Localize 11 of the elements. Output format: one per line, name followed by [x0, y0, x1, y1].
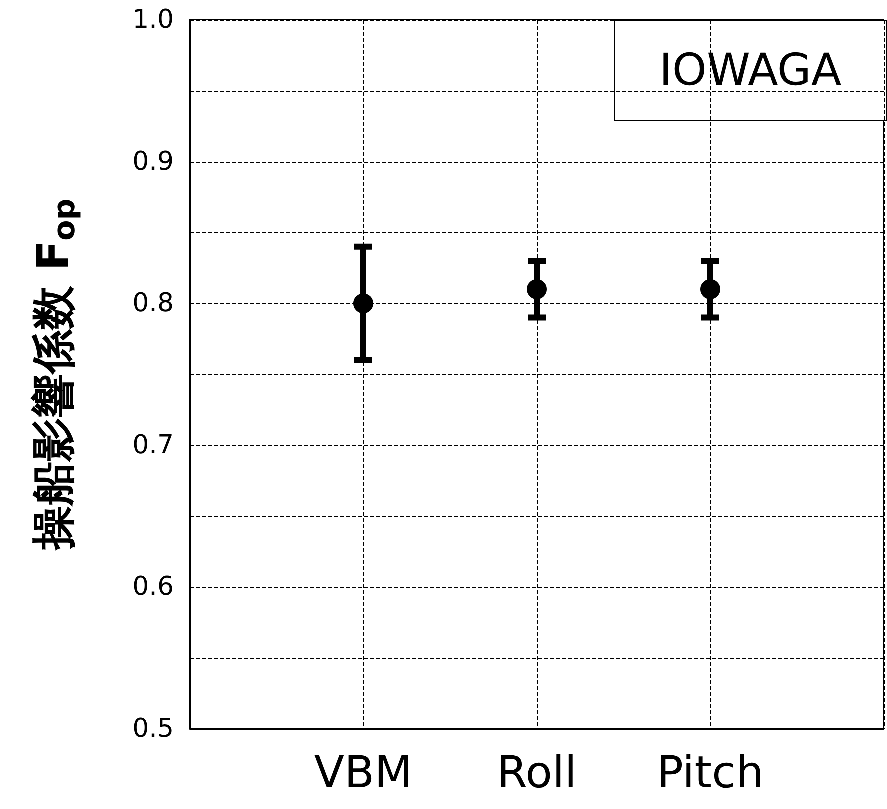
- annotation: IOWAGA: [659, 45, 842, 96]
- y-tick-label: 0.8: [132, 288, 174, 319]
- y-tick-label: 0.6: [132, 572, 174, 602]
- y-tick-label: 1.0: [132, 5, 174, 35]
- y-tick-label: 0.7: [132, 430, 174, 460]
- x-tick-label: VBM: [314, 748, 413, 798]
- y-axis-title: 操船影響係数 Fop: [28, 198, 82, 552]
- x-tick-label: Pitch: [656, 748, 764, 798]
- y-tick-label: 0.9: [132, 146, 174, 177]
- y-tick-label: 0.5: [132, 714, 174, 744]
- x-tick-label: Roll: [497, 748, 577, 798]
